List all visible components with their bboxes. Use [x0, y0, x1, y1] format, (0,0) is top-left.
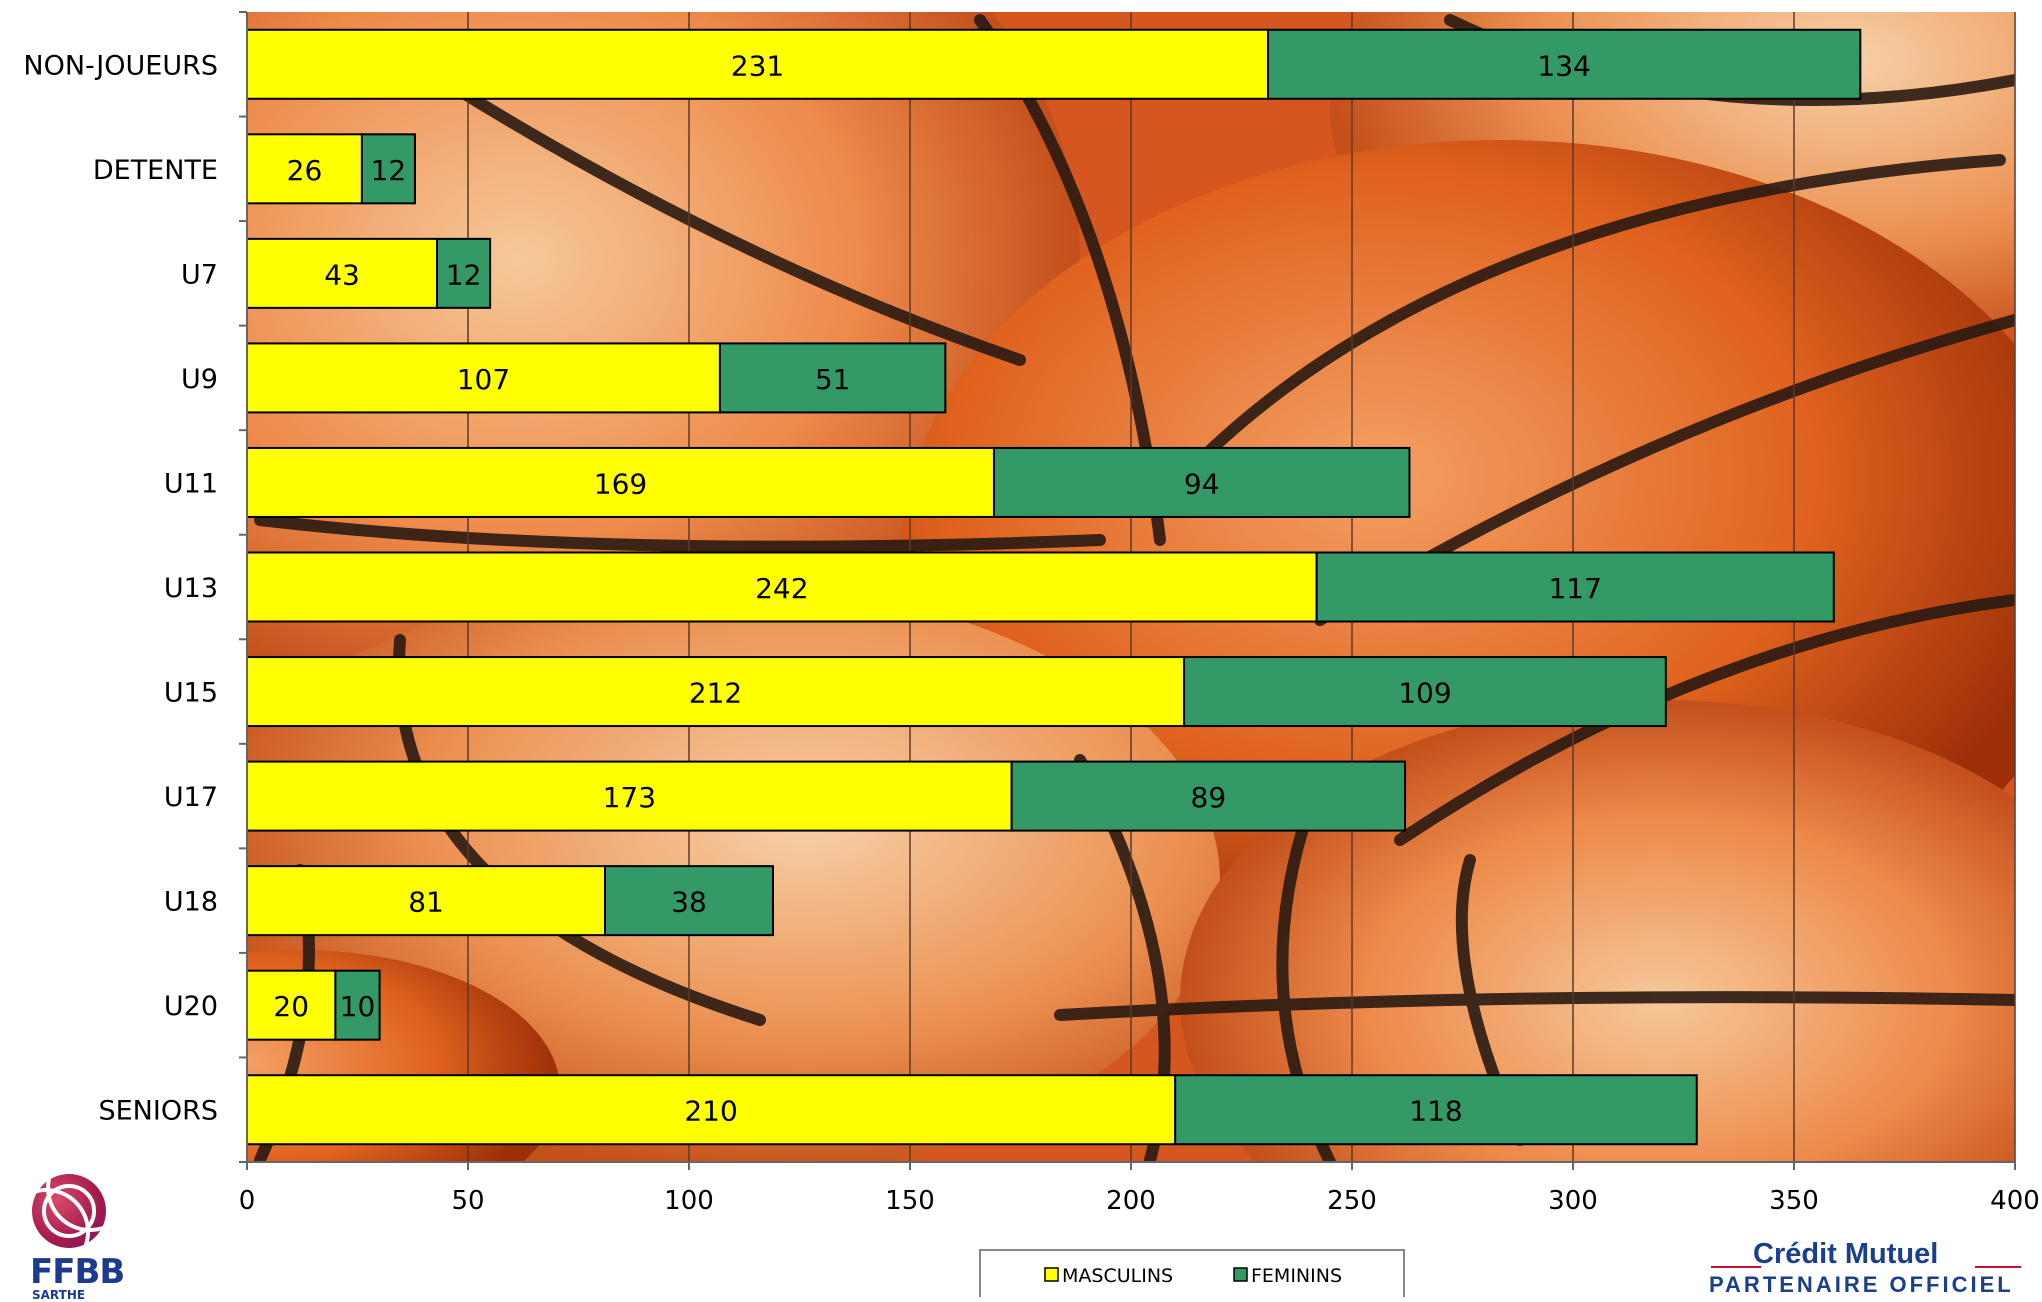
bar-masculins: [246, 342, 721, 414]
logo-subtext: SARTHE: [32, 1288, 86, 1302]
data-label: 212: [689, 677, 742, 710]
data-label: 12: [446, 258, 482, 291]
category-label: U15: [164, 678, 218, 709]
data-label: 12: [371, 154, 407, 187]
data-label: 117: [1548, 572, 1601, 605]
bar-masculins: [246, 446, 995, 518]
x-tick-label: 350: [1769, 1186, 1819, 1216]
data-label: 81: [408, 886, 444, 919]
data-label: 242: [755, 572, 808, 605]
x-tick-label: 200: [1106, 1186, 1156, 1216]
bar-masculins: [246, 28, 1270, 100]
bar-masculins: [246, 760, 1013, 832]
data-label: 109: [1398, 677, 1451, 710]
data-label: 107: [457, 363, 510, 396]
data-label: 51: [815, 363, 851, 396]
data-label: 26: [287, 154, 323, 187]
y-axis-ticks: NON-JOUEURS DETENTE U7 U9 U11 U13 U15 U17 U18 U20…: [23, 11, 247, 1163]
data-label: 173: [603, 781, 656, 814]
x-tick-label: 0: [239, 1186, 256, 1216]
data-label: 20: [273, 990, 309, 1023]
logo-text: FFBB: [30, 1252, 125, 1292]
bar-feminins: [718, 342, 947, 414]
data-label: 134: [1537, 49, 1590, 82]
legend-label-feminins: FEMININS: [1251, 1265, 1342, 1287]
bar-feminins: [1183, 656, 1667, 728]
data-label: 94: [1184, 467, 1220, 500]
data-label: 43: [324, 258, 360, 291]
data-label: 118: [1409, 1095, 1462, 1128]
legend-swatch-masculins: [1044, 1267, 1059, 1282]
bar-feminins: [1315, 551, 1835, 623]
x-axis-ticks: 0 50 100 150 200 250 300 350 400: [239, 1162, 2040, 1216]
bar-masculins: [246, 237, 439, 309]
data-label: 10: [340, 990, 376, 1023]
x-tick-label: 400: [1990, 1186, 2040, 1216]
ffbb-sarthe-logo: FFBB SARTHE: [2, 1144, 134, 1302]
category-label: U17: [164, 782, 218, 813]
x-tick-label: 50: [451, 1186, 484, 1216]
bar-feminins: [334, 969, 381, 1041]
bar-masculins: [246, 865, 607, 937]
x-tick-label: 300: [1548, 1186, 1598, 1216]
bar-feminins: [1010, 760, 1407, 832]
legend: MASCULINS FEMININS: [979, 1249, 1405, 1297]
category-label: U9: [181, 364, 218, 395]
bar-feminins: [604, 865, 774, 937]
sponsor-logo: Crédit Mutuel PARTENAIRE OFFICIEL: [1705, 1238, 2025, 1297]
category-label: U13: [164, 573, 218, 604]
bar-feminins: [992, 446, 1411, 518]
bar-feminins: [436, 237, 492, 309]
data-label: 38: [671, 886, 707, 919]
sponsor-name: Crédit Mutuel: [1753, 1238, 1939, 1270]
bar-feminins: [360, 133, 416, 205]
category-label: SENIORS: [98, 1096, 218, 1127]
data-label: 89: [1191, 781, 1227, 814]
category-label: U18: [164, 887, 218, 918]
basketball-icon: [2, 1144, 134, 1276]
x-tick-label: 100: [664, 1186, 714, 1216]
data-label: 169: [594, 467, 647, 500]
data-label: 210: [684, 1095, 737, 1128]
category-label: U20: [164, 991, 218, 1022]
bars: 231 134 26 12 43 12 107 51 169 94 242 117 212 109 173 8…: [246, 28, 1862, 1146]
sponsor-subtitle: PARTENAIRE OFFICIEL: [1709, 1272, 2014, 1297]
x-tick-label: 150: [885, 1186, 935, 1216]
legend-label-masculins: MASCULINS: [1062, 1265, 1173, 1287]
category-label: U11: [164, 468, 218, 499]
bar-feminins: [1174, 1074, 1698, 1146]
bar-feminins: [1267, 28, 1862, 100]
bar-masculins: [246, 656, 1186, 728]
data-label: 231: [731, 49, 784, 82]
category-label: NON-JOUEURS: [23, 50, 218, 81]
legend-swatch-feminins: [1233, 1267, 1248, 1282]
x-tick-label: 250: [1327, 1186, 1377, 1216]
category-label: U7: [181, 259, 218, 290]
category-label: DETENTE: [93, 155, 218, 186]
